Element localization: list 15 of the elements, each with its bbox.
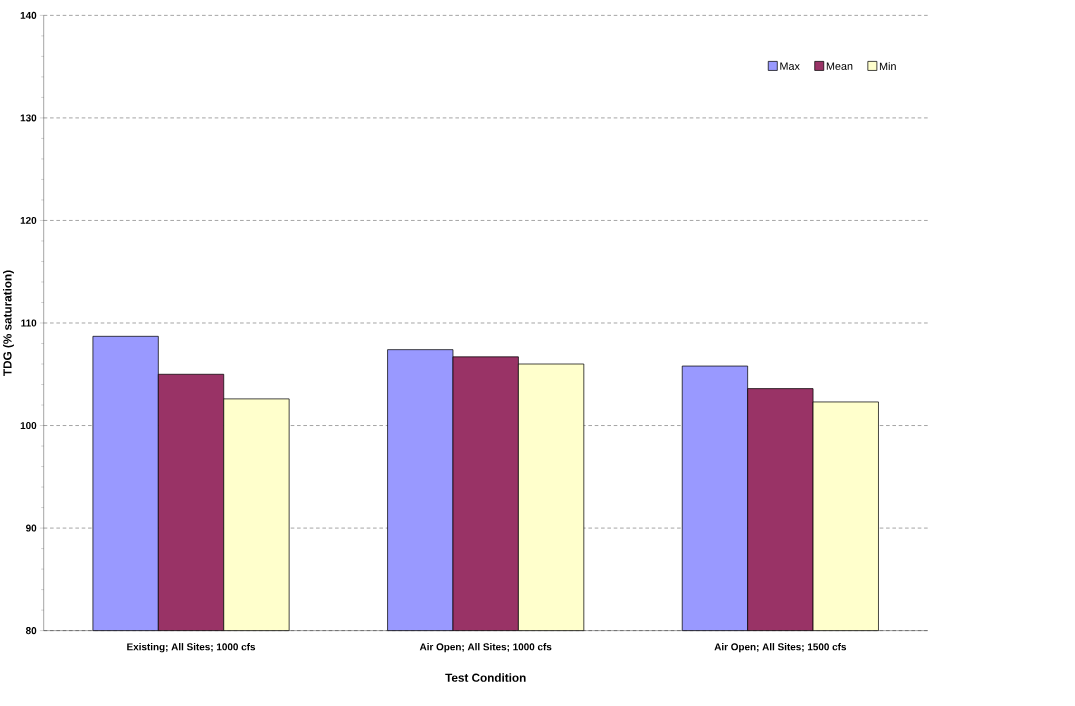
legend-label: Min	[879, 62, 896, 71]
y-tick-label: 80	[25, 627, 37, 635]
y-tick-label: 130	[20, 114, 37, 122]
y-axis-title: TDG (% saturation)	[3, 270, 14, 377]
x-tick-label: Existing; All Sites; 1000 cfs	[127, 643, 256, 653]
y-tick-label: 140	[20, 12, 37, 20]
x-tick-label: Air Open; All Sites; 1000 cfs	[419, 643, 552, 653]
legend-label: Max	[780, 62, 800, 71]
y-tick-label: 90	[25, 524, 37, 532]
x-tick-label: Air Open; All Sites; 1500 cfs	[714, 643, 847, 653]
x-axis-title: Test Condition	[445, 673, 526, 683]
y-tick-label: 110	[21, 319, 37, 327]
y-tick-label: 120	[20, 217, 37, 225]
y-tick-label: 100	[20, 422, 37, 430]
legend-label: Mean	[826, 62, 853, 71]
